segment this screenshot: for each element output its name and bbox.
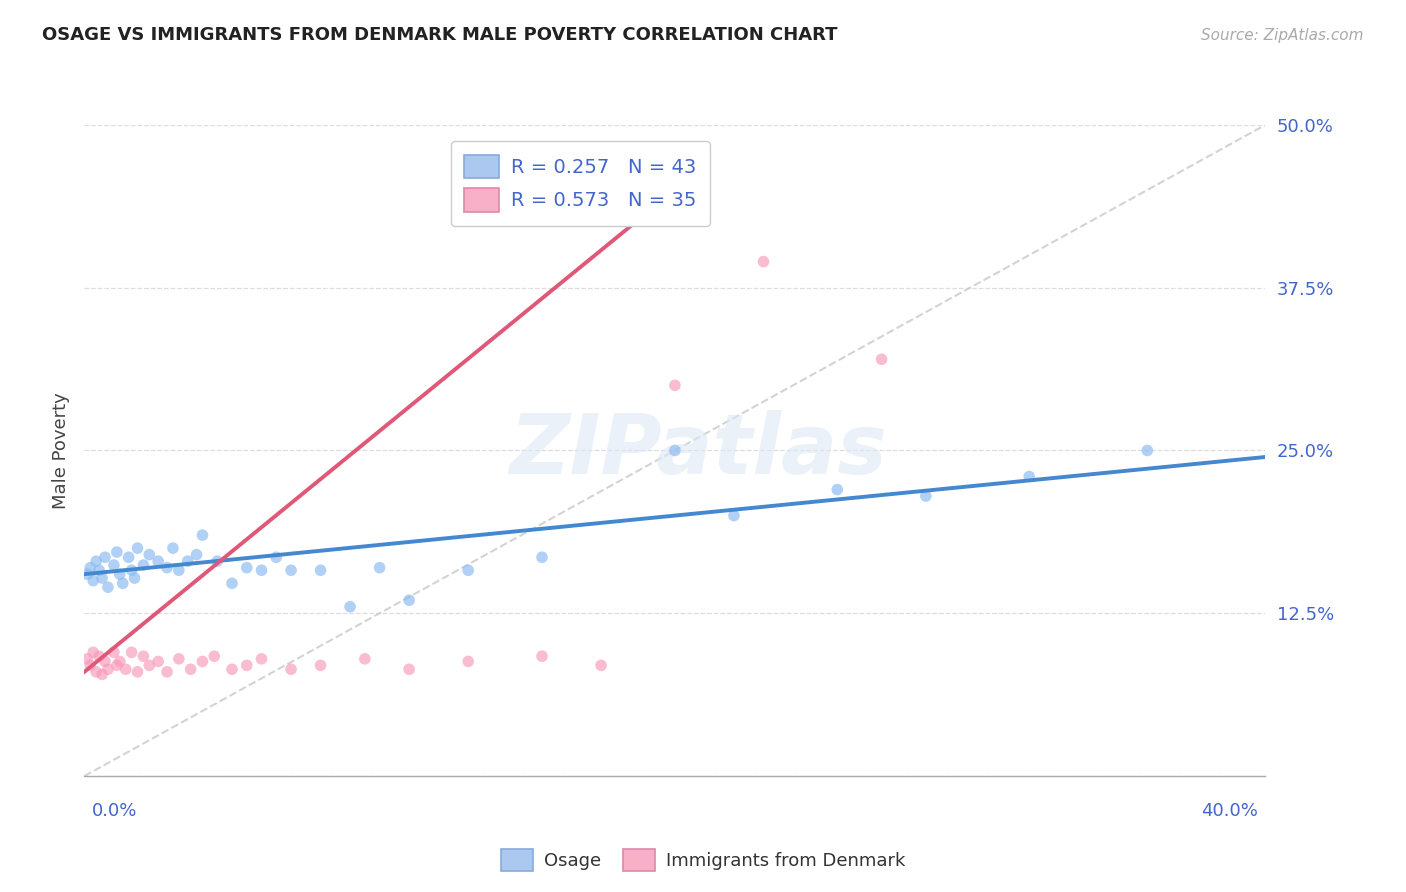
Point xyxy=(309,658,332,673)
Point xyxy=(79,560,101,574)
Text: 0.0%: 0.0% xyxy=(91,802,136,820)
Point xyxy=(108,567,131,582)
Point xyxy=(264,550,288,565)
Point xyxy=(186,548,208,562)
Point xyxy=(250,563,273,577)
Point xyxy=(235,560,259,574)
Point xyxy=(167,563,190,577)
Point xyxy=(530,649,553,664)
Point xyxy=(148,554,170,568)
Point xyxy=(1018,469,1040,483)
Point xyxy=(108,655,131,669)
Point xyxy=(221,662,243,676)
Point xyxy=(132,649,155,664)
Point xyxy=(354,652,377,666)
Point xyxy=(398,662,420,676)
Point xyxy=(156,665,179,679)
Point xyxy=(591,658,613,673)
Point xyxy=(457,655,479,669)
Point xyxy=(76,567,98,582)
Point xyxy=(827,483,849,497)
Point xyxy=(124,571,146,585)
Point xyxy=(127,541,149,555)
Point xyxy=(138,548,160,562)
Point xyxy=(530,550,553,565)
Point xyxy=(121,645,143,659)
Point xyxy=(84,554,107,568)
Text: Source: ZipAtlas.com: Source: ZipAtlas.com xyxy=(1201,29,1364,43)
Point xyxy=(870,352,893,367)
Point xyxy=(339,599,361,614)
Point xyxy=(250,652,273,666)
Point xyxy=(205,554,228,568)
Point xyxy=(368,560,391,574)
Point xyxy=(191,528,214,542)
Point xyxy=(180,662,202,676)
Text: ZIPatlas: ZIPatlas xyxy=(509,410,887,491)
Point xyxy=(87,563,111,577)
Point xyxy=(84,665,107,679)
Point xyxy=(1136,443,1159,458)
Point xyxy=(114,662,136,676)
Point xyxy=(162,541,184,555)
Point xyxy=(177,554,200,568)
Point xyxy=(457,563,479,577)
Point xyxy=(752,254,775,268)
Point xyxy=(121,563,143,577)
Point xyxy=(132,558,155,572)
Text: 40.0%: 40.0% xyxy=(1202,802,1258,820)
Point xyxy=(914,489,936,503)
Point xyxy=(97,662,120,676)
Point xyxy=(97,580,120,594)
Point xyxy=(103,558,125,572)
Point xyxy=(138,658,160,673)
Point xyxy=(221,576,243,591)
Point xyxy=(723,508,745,523)
Point xyxy=(280,563,302,577)
Point xyxy=(87,649,111,664)
Point xyxy=(398,593,420,607)
Legend: R = 0.257   N = 43, R = 0.573   N = 35: R = 0.257 N = 43, R = 0.573 N = 35 xyxy=(451,141,710,226)
Point xyxy=(103,645,125,659)
Point xyxy=(280,662,302,676)
Point xyxy=(148,655,170,669)
Point xyxy=(105,658,128,673)
Point xyxy=(127,665,149,679)
Point xyxy=(94,655,117,669)
Point xyxy=(91,571,114,585)
Point xyxy=(664,378,686,392)
Legend: Osage, Immigrants from Denmark: Osage, Immigrants from Denmark xyxy=(494,842,912,879)
Point xyxy=(105,545,128,559)
Text: OSAGE VS IMMIGRANTS FROM DENMARK MALE POVERTY CORRELATION CHART: OSAGE VS IMMIGRANTS FROM DENMARK MALE PO… xyxy=(42,26,838,44)
Point xyxy=(82,645,104,659)
Y-axis label: Male Poverty: Male Poverty xyxy=(52,392,70,508)
Point xyxy=(118,550,141,565)
Point xyxy=(202,649,225,664)
Point xyxy=(156,560,179,574)
Point xyxy=(94,550,117,565)
Point xyxy=(167,652,190,666)
Point xyxy=(111,576,134,591)
Point xyxy=(76,652,98,666)
Point xyxy=(664,443,686,458)
Point xyxy=(91,667,114,681)
Point xyxy=(235,658,259,673)
Point xyxy=(82,574,104,588)
Point xyxy=(79,658,101,673)
Point xyxy=(309,563,332,577)
Point xyxy=(191,655,214,669)
